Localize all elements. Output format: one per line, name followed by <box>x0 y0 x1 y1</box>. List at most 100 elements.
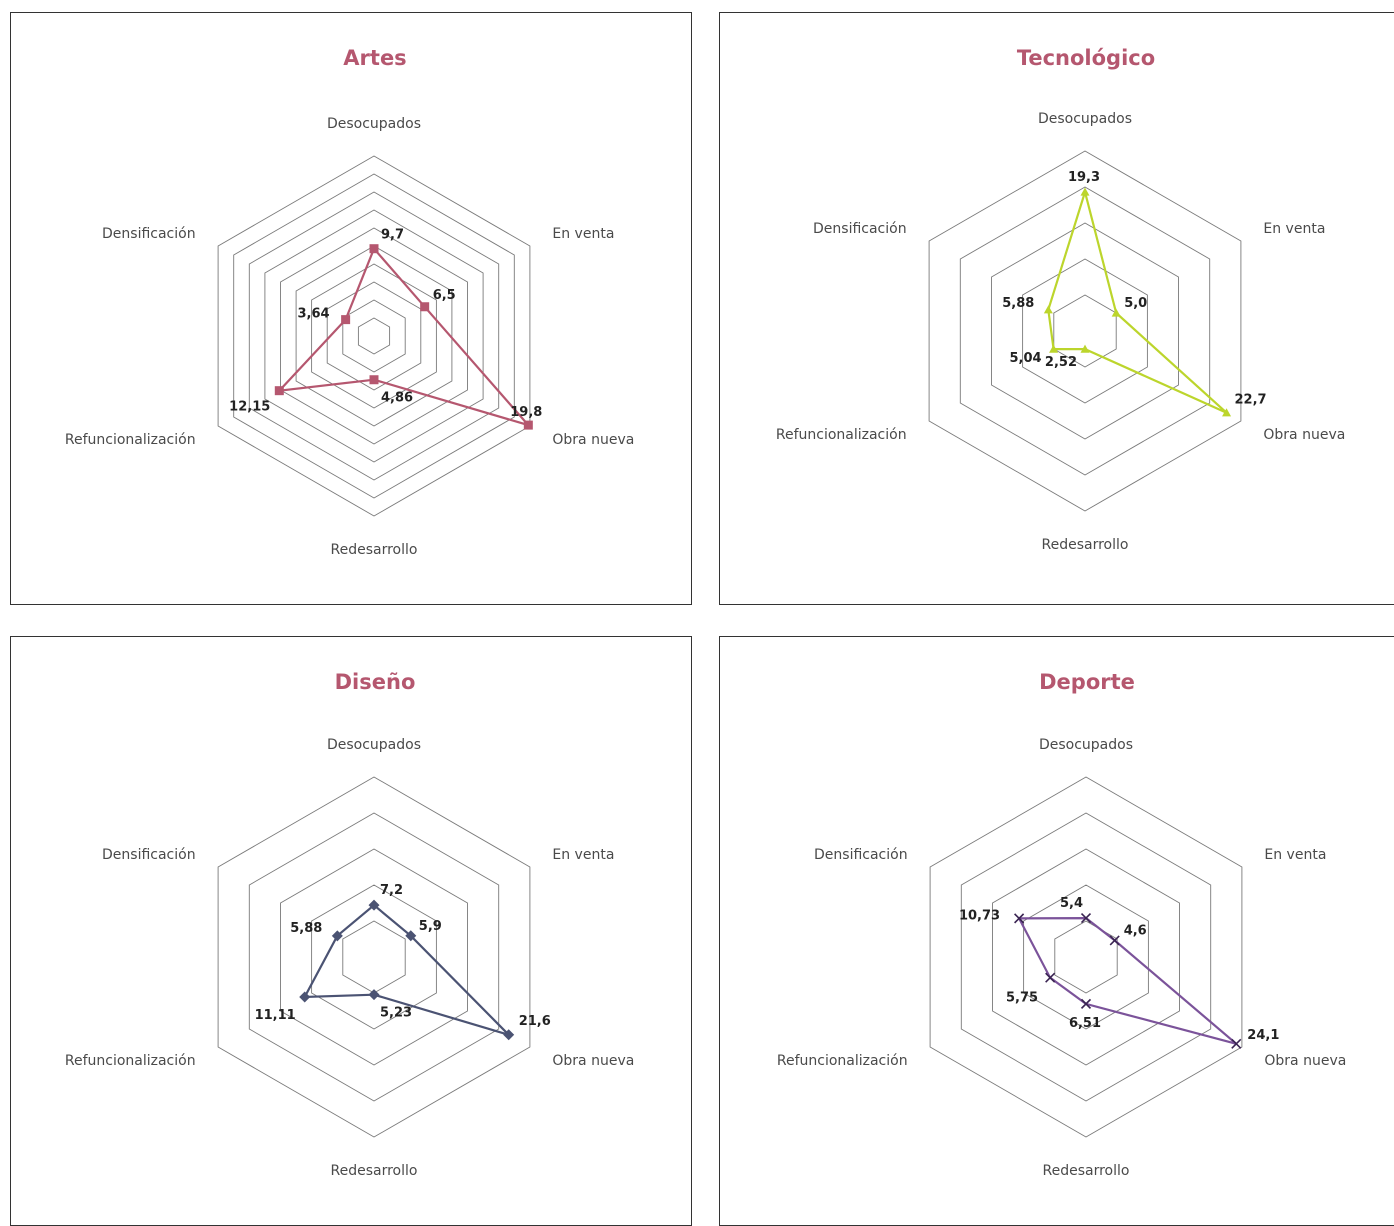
axis-label-obra-nueva: Obra nueva <box>552 432 634 448</box>
data-point-densificacion <box>1043 305 1053 314</box>
axis-label-desocupados: Desocupados <box>327 737 421 753</box>
axis-label-redesarrollo: Redesarrollo <box>331 542 418 558</box>
axis-label-densificacion: Densificación <box>102 226 196 242</box>
data-label-refuncionalizacion: 5,75 <box>1006 991 1038 1006</box>
data-label-densificacion: 5,88 <box>290 921 322 936</box>
grid-ring <box>217 155 531 517</box>
data-point-densificacion <box>1014 913 1025 924</box>
axis-label-densificacion: Densificación <box>102 847 196 863</box>
radar-panel-artes: Artes Desocupados En venta Obra nueva Redesa… <box>10 12 692 605</box>
data-label-en-venta: 4,6 <box>1124 923 1147 938</box>
data-label-redesarrollo: 2,52 <box>1045 355 1077 370</box>
grid-ring <box>992 848 1180 1066</box>
data-point-desocupados <box>1080 187 1090 196</box>
data-label-redesarrollo: 6,51 <box>1069 1016 1101 1031</box>
axis-label-en-venta: En venta <box>552 226 614 242</box>
axis-label-en-venta: En venta <box>552 847 614 863</box>
data-label-densificacion: 3,64 <box>298 307 330 322</box>
grid-ring <box>217 776 531 1138</box>
grid-ring <box>342 299 406 373</box>
data-point-refuncionalizacion <box>274 386 284 396</box>
data-point-redesarrollo <box>368 989 380 1001</box>
data-point-densificacion <box>341 315 351 325</box>
data-label-redesarrollo: 4,86 <box>381 391 413 406</box>
data-label-refuncionalizacion: 11,11 <box>255 1008 296 1023</box>
axis-label-desocupados: Desocupados <box>1038 111 1132 127</box>
grid-ring <box>264 209 484 463</box>
chart-title: Deporte <box>1039 670 1135 694</box>
grid-ring <box>311 263 437 409</box>
radar-chart-diseno: Diseño Desocupados En venta Obra nueva Redes… <box>65 670 634 1179</box>
radar-grid <box>217 155 531 517</box>
grid-ring <box>326 281 422 391</box>
chart-title: Tecnológico <box>1017 46 1155 70</box>
data-point-densificacion <box>331 930 343 942</box>
data-point-desocupados <box>369 244 379 254</box>
chart-title: Diseño <box>335 670 416 694</box>
data-point-obra-nueva <box>523 420 533 430</box>
data-label-refuncionalizacion: 5,04 <box>1010 351 1042 366</box>
radar-chart-artes: Artes Desocupados En venta Obra nueva Redesa… <box>65 46 634 558</box>
data-point-redesarrollo <box>1080 344 1090 353</box>
data-label-obra-nueva: 21,6 <box>519 1014 551 1029</box>
data-point-refuncionalizacion <box>1045 972 1056 983</box>
data-point-obra-nueva <box>503 1029 515 1041</box>
axis-label-desocupados: Desocupados <box>1039 737 1133 753</box>
data-label-desocupados: 19,3 <box>1068 170 1100 185</box>
radar-grid <box>217 776 531 1138</box>
grid-ring <box>295 245 453 427</box>
grid-ring <box>233 173 515 499</box>
axis-label-redesarrollo: Redesarrollo <box>1043 1163 1130 1179</box>
grid-ring <box>357 317 391 355</box>
axis-label-en-venta: En venta <box>1263 221 1325 237</box>
radar-chart-tecnologico: Tecnológico Desocupados En venta Obra nueva… <box>776 46 1345 553</box>
grid-ring <box>248 812 500 1102</box>
axis-label-obra-nueva: Obra nueva <box>552 1053 634 1069</box>
data-label-desocupados: 5,4 <box>1060 896 1083 911</box>
radar-panel-tecnologico: Tecnológico Desocupados En venta Obra nueva… <box>719 12 1394 605</box>
grid-ring <box>1022 258 1148 404</box>
radar-chart-deporte: Deporte Desocupados En venta Obra nueva Rede… <box>777 670 1346 1179</box>
chart-title: Artes <box>343 46 406 70</box>
data-label-densificacion: 5,88 <box>1002 296 1034 311</box>
data-point-redesarrollo <box>369 375 379 385</box>
radar-panel-diseno: Diseño Desocupados En venta Obra nueva Redes… <box>10 636 692 1226</box>
grid-ring <box>959 186 1211 476</box>
axis-label-obra-nueva: Obra nueva <box>1264 1053 1346 1069</box>
axis-label-refuncionalizacion: Refuncionalización <box>777 1053 908 1069</box>
grid-ring <box>280 227 468 445</box>
axis-label-densificacion: Densificación <box>813 221 907 237</box>
data-point-en-venta <box>1109 935 1120 946</box>
grid-ring <box>280 848 468 1066</box>
data-label-desocupados: 9,7 <box>381 228 404 243</box>
data-point-refuncionalizacion <box>299 991 311 1003</box>
axis-label-en-venta: En venta <box>1264 847 1326 863</box>
data-point-en-venta <box>405 930 417 942</box>
data-point-en-venta <box>1111 308 1121 317</box>
data-point-redesarrollo <box>1080 998 1092 1009</box>
data-point-en-venta <box>420 302 430 312</box>
data-label-desocupados: 7,2 <box>380 883 403 898</box>
data-label-obra-nueva: 22,7 <box>1235 393 1267 408</box>
radar-grid <box>929 776 1243 1138</box>
grid-ring <box>991 222 1179 440</box>
grid-ring <box>248 191 500 481</box>
grid-ring <box>311 884 437 1030</box>
data-label-en-venta: 5,9 <box>419 919 442 934</box>
data-point-desocupados <box>1080 913 1092 924</box>
axis-label-refuncionalizacion: Refuncionalización <box>65 432 196 448</box>
axis-label-refuncionalizacion: Refuncionalización <box>65 1053 196 1069</box>
grid-ring <box>1023 884 1149 1030</box>
grid-ring <box>928 150 1242 512</box>
data-point-obra-nueva <box>1222 408 1232 417</box>
data-label-refuncionalizacion: 12,15 <box>229 400 270 415</box>
axis-label-densificacion: Densificación <box>814 847 908 863</box>
data-label-en-venta: 6,5 <box>433 288 456 303</box>
axis-label-desocupados: Desocupados <box>327 116 421 132</box>
data-point-desocupados <box>368 899 380 911</box>
data-label-redesarrollo: 5,23 <box>380 1006 412 1021</box>
radar-grid <box>928 150 1242 512</box>
grid-ring <box>929 776 1243 1138</box>
axis-label-redesarrollo: Redesarrollo <box>331 1163 418 1179</box>
data-label-obra-nueva: 19,8 <box>510 405 542 420</box>
